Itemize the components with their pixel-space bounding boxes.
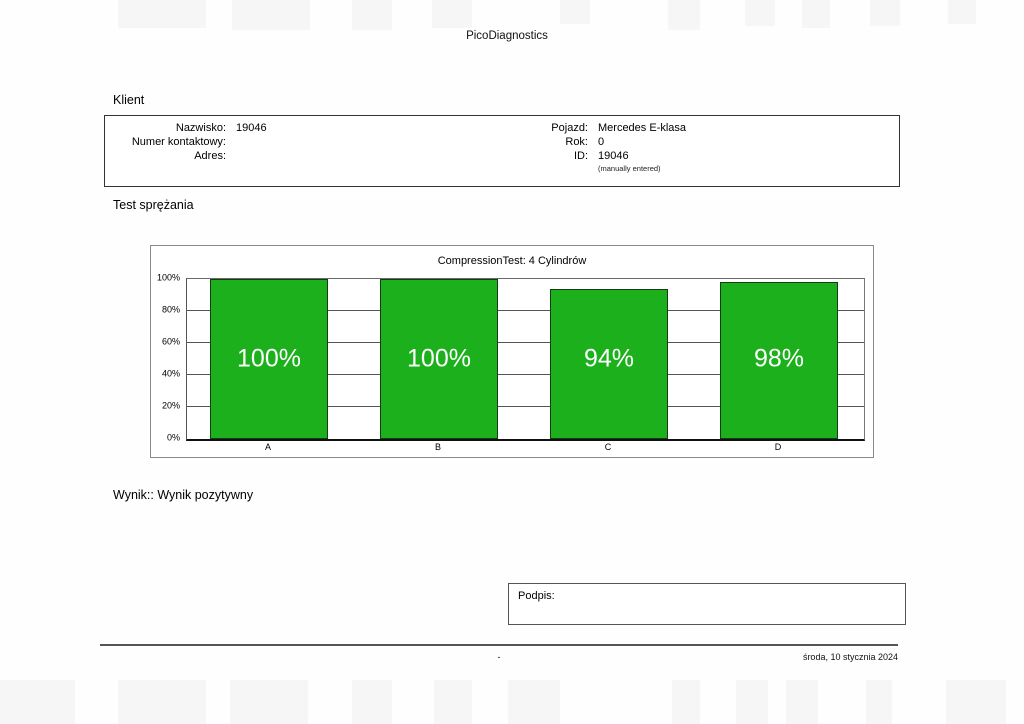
scan-artifact bbox=[672, 680, 700, 724]
scan-artifact bbox=[508, 680, 560, 724]
bar-B: 100% bbox=[380, 279, 498, 439]
field-value: 19046 bbox=[236, 122, 267, 134]
field-value: 0 bbox=[598, 136, 605, 148]
scan-artifact bbox=[352, 0, 392, 30]
chart-plot-area: 100% 100% 94% 98% bbox=[186, 278, 865, 441]
scan-artifact bbox=[736, 680, 768, 724]
bar-D: 98% bbox=[720, 279, 838, 439]
page-title: PicoDiagnostics bbox=[466, 30, 548, 42]
client-row-nazwisko: Nazwisko: 19046 bbox=[111, 121, 267, 135]
scan-artifact bbox=[232, 0, 310, 30]
gridline bbox=[187, 374, 864, 375]
footer-rule bbox=[100, 644, 898, 646]
scan-artifact bbox=[948, 0, 976, 24]
field-label: Adres: bbox=[194, 150, 226, 162]
signature-box: Podpis: bbox=[508, 583, 906, 625]
gridline bbox=[187, 342, 864, 343]
test-section-title: Test sprężania bbox=[113, 198, 194, 212]
chart-y-axis-labels: 0% 20% 40% 60% 80% 100% bbox=[151, 273, 182, 442]
y-tick-label: 40% bbox=[161, 368, 180, 379]
field-label bbox=[513, 163, 588, 174]
footer-date: środa, 10 stycznia 2024 bbox=[802, 652, 898, 662]
vehicle-row-pojazd: Pojazd: Mercedes E-klasa bbox=[513, 121, 686, 135]
bar-fill bbox=[380, 279, 498, 439]
scan-artifact bbox=[870, 0, 900, 26]
vehicle-row-note: (manually entered) bbox=[513, 163, 686, 174]
client-row-numer-kontaktowy: Numer kontaktowy: bbox=[111, 135, 267, 149]
bar-fill bbox=[720, 282, 838, 439]
scan-artifact bbox=[786, 680, 818, 724]
scan-artifact bbox=[434, 680, 472, 724]
scan-artifact bbox=[118, 680, 206, 724]
y-tick-label: 20% bbox=[161, 400, 180, 411]
bar-value-label: 100% bbox=[237, 344, 301, 373]
x-tick-label: A bbox=[264, 442, 271, 452]
gridline bbox=[187, 310, 864, 311]
field-label: ID: bbox=[573, 150, 588, 162]
x-tick-label: B bbox=[434, 442, 441, 452]
bar-value-label: 94% bbox=[583, 344, 635, 373]
scan-artifact bbox=[118, 0, 206, 28]
field-label: Numer kontaktowy: bbox=[131, 136, 226, 148]
chart-title: CompressionTest: 4 Cylindrów bbox=[437, 255, 587, 267]
bar-fill bbox=[550, 288, 668, 439]
result-line: Wynik:: Wynik pozytywny bbox=[113, 488, 254, 502]
y-tick-label: 60% bbox=[161, 336, 180, 347]
bar-value-label: 100% bbox=[407, 344, 471, 373]
scan-artifact bbox=[946, 680, 1006, 724]
y-tick-label: 100% bbox=[156, 272, 180, 283]
scan-artifact bbox=[560, 0, 590, 24]
chart-bars: 100% 100% 94% 98% bbox=[187, 279, 864, 439]
scan-artifact bbox=[668, 0, 700, 30]
gridline bbox=[187, 406, 864, 407]
manually-entered-note: (manually entered) bbox=[598, 164, 661, 173]
field-value: Mercedes E-klasa bbox=[598, 122, 687, 134]
field-label: Pojazd: bbox=[551, 122, 588, 134]
scan-artifact bbox=[0, 680, 75, 724]
vehicle-row-rok: Rok: 0 bbox=[513, 135, 686, 149]
client-row-adres: Adres: bbox=[111, 149, 267, 163]
y-tick-label: 0% bbox=[166, 432, 180, 443]
field-value: 19046 bbox=[598, 150, 629, 162]
client-info-box: Nazwisko: 19046 Numer kontaktowy: Adres:… bbox=[104, 115, 900, 187]
scan-artifact bbox=[866, 680, 892, 724]
scan-artifact bbox=[745, 0, 775, 26]
x-tick-label: D bbox=[774, 442, 782, 452]
client-section-title: Klient bbox=[113, 93, 145, 107]
field-label: Nazwisko: bbox=[175, 122, 226, 134]
scan-artifact bbox=[352, 680, 392, 724]
scan-artifact bbox=[802, 0, 830, 28]
client-info-right-column: Pojazd: Mercedes E-klasa Rok: 0 ID: 1904… bbox=[513, 121, 686, 174]
bar-value-label: 98% bbox=[753, 344, 805, 373]
signature-label: Podpis: bbox=[518, 590, 555, 602]
footer-page-marker: - bbox=[497, 652, 501, 662]
field-label: Rok: bbox=[565, 136, 588, 148]
bar-C: 94% bbox=[550, 279, 668, 439]
vehicle-row-id: ID: 19046 bbox=[513, 149, 686, 163]
x-tick-label: C bbox=[604, 442, 612, 452]
bar-fill bbox=[210, 279, 328, 439]
compression-chart: CompressionTest: 4 Cylindrów 0% 20% 40% 60%… bbox=[150, 245, 874, 458]
scan-artifact bbox=[432, 0, 472, 28]
chart-x-axis-labels: A B C D bbox=[186, 442, 863, 452]
y-tick-label: 80% bbox=[161, 304, 180, 315]
bar-A: 100% bbox=[210, 279, 328, 439]
client-info-left-column: Nazwisko: 19046 Numer kontaktowy: Adres: bbox=[111, 121, 267, 163]
scan-artifact bbox=[230, 680, 308, 724]
